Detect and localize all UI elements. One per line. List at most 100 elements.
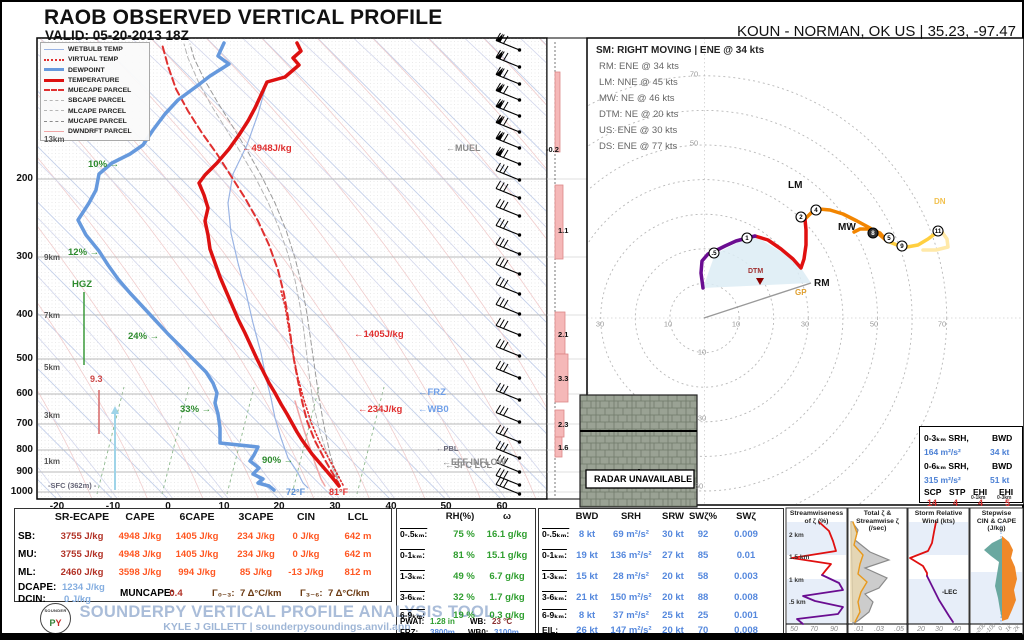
kinematics-cell: 0.01 — [736, 550, 756, 561]
index-value: 4 — [978, 498, 984, 508]
storm-motion-line: DS: ENE @ 77 kts — [599, 141, 678, 152]
hodograph-point-label: RM — [814, 278, 830, 289]
thermo-cell: 1405 J/kg — [175, 531, 219, 542]
legend-line-sample — [44, 89, 64, 92]
mini-panel-title: CIN & CAPE — [976, 517, 1017, 525]
index-header: EHI — [973, 487, 988, 497]
thermo-cell: 3598 J/kg — [118, 567, 162, 578]
skewt-annotation: ←FRZ — [418, 387, 446, 398]
storm-motion-line: DTM: NE @ 20 kts — [599, 109, 679, 120]
logo-top-text: SOUNDER — [44, 608, 67, 613]
thermo-cell: 642 m — [344, 531, 372, 542]
index-header: SCP — [924, 487, 942, 497]
kinematics-cell: 92 — [697, 529, 709, 540]
legend-line-sample — [44, 78, 64, 82]
index-value: 5 — [1005, 498, 1011, 508]
pressure-tick: 600 — [16, 388, 33, 399]
legend-line-sample — [44, 120, 64, 122]
legend-item: TEMPERATURE — [44, 76, 146, 86]
skewt-annotation: ←234J/kg — [358, 404, 403, 415]
height-label: 1km — [44, 457, 61, 466]
skewt-legend: WETBULB TEMP VIRTUAL TEMP DEWPOINT TEMPERAT… — [40, 42, 150, 141]
hodograph-ring-label: 70 — [937, 319, 947, 329]
storm-motion-line: LM: NNE @ 45 kts — [599, 77, 678, 88]
skewt-grid — [38, 39, 546, 498]
moisture-row-label: 3-6ₖₘ: — [400, 592, 425, 602]
storm-motion-header: SM: RIGHT MOVING | ENE @ 34 kts — [596, 45, 765, 56]
kinematics-cell: 20 kt — [662, 625, 684, 636]
thermo-cell: 4948 J/kg — [118, 549, 162, 560]
mini-panel-height-label: .5 km — [789, 599, 806, 606]
pressure-tick: 700 — [16, 418, 33, 429]
thermo-header: CIN — [296, 511, 316, 523]
temp-tick: 30 — [329, 501, 341, 512]
hodograph-point-label: LM — [788, 180, 803, 191]
thermo-row-label: SB: — [18, 531, 36, 542]
muncape-value: 0.4 — [169, 588, 183, 599]
srh-summary-box — [919, 426, 1023, 503]
hodograph-ring-label: 10 — [731, 319, 741, 329]
kinematics-cell: 0.008 — [734, 625, 758, 636]
kinematics-row-label: 0-1ₖₘ: — [542, 550, 567, 560]
skewt-annotation: ←WB0 — [418, 404, 449, 415]
hodograph-point-label: DN — [934, 197, 946, 206]
hodograph-ring-label: 50 — [694, 481, 704, 491]
skewt-annotation: ←MUEL — [446, 143, 481, 153]
mini-panel-title: Streamwise ζ — [856, 517, 899, 525]
lapse-0-3-value: 7 Δ°C/km — [240, 588, 282, 599]
legend-item: MUCAPE PARCEL — [44, 117, 146, 127]
pressure-tick: 800 — [16, 444, 33, 455]
kinematics-header: BWD — [575, 511, 599, 522]
strip-value: 3.3 — [558, 374, 569, 383]
mini-panel-tick: .01 — [854, 626, 864, 633]
thermo-table-box — [14, 508, 392, 602]
temp-tick: 60 — [496, 501, 508, 512]
skewt-annotation: 24% → — [128, 331, 160, 342]
footer-credit: KYLE J GILLETT | sounderpysoundings.anvi… — [163, 621, 411, 633]
legend-line-sample — [44, 100, 64, 102]
pressure-tick: 500 — [16, 353, 33, 364]
legend-item: MLCAPE PARCEL — [44, 107, 146, 117]
hodograph-ring-label: 30 — [697, 413, 707, 423]
srh-0-3-label: 0-3ₖₘ SRH, — [924, 433, 969, 443]
lapse-3-6-label: Γ₃₋₆: — [300, 588, 323, 599]
rh-value: 75 % — [453, 529, 475, 540]
kinematics-header: SWζ — [736, 511, 756, 522]
kinematics-cell: 27 kt — [662, 550, 684, 561]
kinematics-cell: 0.008 — [734, 592, 758, 603]
skewt-annotation: 10% → — [88, 159, 120, 170]
storm-motion-line: RM: ENE @ 34 kts — [599, 61, 679, 72]
thermo-row-label: MU: — [18, 549, 37, 560]
skewt-annotation: 72°F — [286, 487, 306, 497]
thermo-cell: 3755 J/kg — [60, 549, 104, 560]
mini-panel-title: Wind (kts) — [922, 517, 955, 525]
frz-label: FRZ: — [400, 629, 418, 637]
sounding-curves — [76, 41, 344, 492]
temp-tick: 50 — [440, 501, 452, 512]
thermo-cell: 642 m — [344, 549, 372, 560]
omega-value: 16.1 g/kg — [486, 529, 528, 540]
hodograph-point-label: GP — [795, 288, 807, 297]
thermo-cell: 234 J/kg — [237, 549, 275, 560]
svg-text:8: 8 — [871, 230, 875, 237]
rh-value: 19 % — [453, 610, 475, 621]
kinematics-row-label: EIL: — [542, 625, 559, 635]
skewt-annotation: ←EFF INFLOW — [442, 457, 506, 467]
kinematics-cell: 26 kt — [576, 625, 598, 636]
temp-tick: 0 — [165, 501, 171, 512]
wb0-label: WB0: — [468, 629, 488, 637]
bwd-0-3-value: 34 kt — [990, 447, 1010, 457]
skewt-annotation: -SFC (362m) - — [48, 481, 97, 490]
hodograph-point-label: DTM — [748, 268, 764, 275]
kinematics-cell: 21 kt — [576, 592, 598, 603]
mini-panel-height-label: 2 km — [789, 532, 804, 539]
thermo-header: CAPE — [125, 511, 155, 523]
pressure-tick: 300 — [16, 251, 33, 262]
omega-value: 1.7 g/kg — [489, 592, 525, 603]
mini-panel-tick: 30 — [935, 626, 943, 633]
mini-panel-title: Storm Relative — [914, 510, 963, 517]
index-value: 4 — [953, 498, 959, 508]
mini-panel-title: Stepwise — [981, 510, 1012, 517]
hodograph-point-label: MW — [838, 222, 856, 233]
